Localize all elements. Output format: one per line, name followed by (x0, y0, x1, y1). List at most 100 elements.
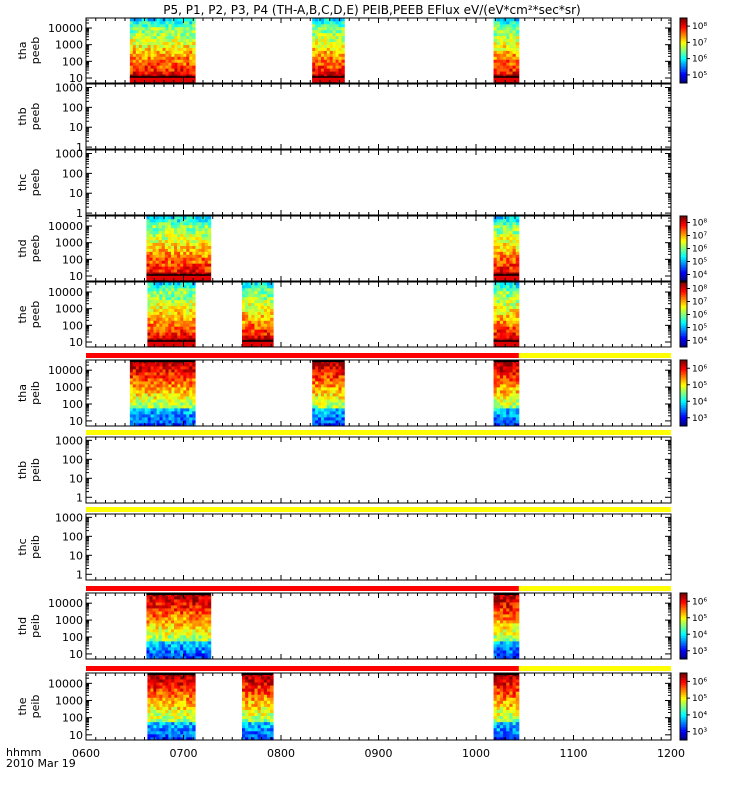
spectrogram-cell (180, 335, 183, 338)
spectrogram-cell (183, 408, 186, 411)
spectrogram-cell (150, 617, 153, 620)
spectrogram-cell (189, 21, 192, 24)
spectrogram-cell (168, 51, 171, 54)
spectrogram-cell (180, 306, 183, 309)
spectrogram-cell (321, 378, 324, 381)
spectrogram-cell (136, 65, 139, 68)
spectrogram-cell (506, 402, 510, 405)
spectrogram-cell (312, 51, 315, 54)
spectrogram-cell (506, 282, 510, 285)
spectrogram-cell (168, 303, 171, 306)
spectrogram-cell (513, 48, 517, 51)
spectrogram-cell (177, 294, 180, 297)
spectrogram-cell (151, 387, 154, 390)
spectrogram-cell (330, 21, 333, 24)
spectrogram-cell (146, 228, 149, 231)
spectrogram-cell (171, 375, 174, 378)
spectrogram-cell (509, 300, 513, 303)
spectrogram-cell (160, 51, 163, 54)
spectrogram-cell (189, 411, 192, 414)
spectrogram-cell (168, 71, 171, 74)
spectrogram-cell (130, 56, 133, 59)
spectrogram-cell (315, 405, 318, 408)
spectrogram-cell (189, 291, 192, 294)
spectrogram-cell (192, 225, 195, 228)
spectrogram-cell (183, 254, 186, 257)
spectrogram-cell (513, 240, 517, 243)
spectrogram-cell (254, 335, 258, 338)
spectrogram-cell (146, 269, 149, 272)
spectrogram-cell (177, 51, 180, 54)
spectrogram-cell (242, 294, 246, 297)
spectrogram-cell (151, 51, 154, 54)
spectrogram-cell (321, 18, 324, 21)
spectrogram-cell (500, 42, 504, 45)
spectrogram-cell (339, 369, 342, 372)
spectrogram-cell (516, 306, 520, 309)
spectrogram-cell (183, 405, 186, 408)
spectrogram-cell (500, 260, 504, 263)
spectrogram-cell (153, 243, 156, 246)
spectrogram-cell (186, 297, 189, 300)
spectrogram-cell (500, 363, 504, 366)
spectrogram-cell (509, 291, 513, 294)
spectrogram-cell (160, 42, 163, 45)
spectrogram-cell (186, 68, 189, 71)
spectrogram-cell (192, 231, 195, 234)
spectrogram-cell (254, 282, 258, 285)
spectrogram-cell (497, 297, 501, 300)
spectrogram-cell (516, 297, 520, 300)
spectrogram-cell (142, 393, 145, 396)
spectrogram-cell (324, 39, 327, 42)
spectrogram-cell (183, 246, 186, 249)
spectrogram-cell (183, 228, 186, 231)
spectrogram-cell (506, 257, 510, 260)
spectrogram-cell (166, 378, 169, 381)
spectrogram-cell (258, 332, 262, 335)
spectrogram-cell (264, 332, 268, 335)
spectrogram-cell (153, 335, 156, 338)
spectrogram-cell (171, 269, 174, 272)
spectrogram-cell (145, 39, 148, 42)
spectrogram-cell (154, 396, 157, 399)
spectrogram-cell (324, 30, 327, 33)
spectrogram-cell (208, 246, 211, 249)
spectrogram-cell (341, 390, 344, 393)
spectrogram-cell (153, 285, 156, 288)
spectrogram-cell (321, 408, 324, 411)
spectrogram-cell (321, 369, 324, 372)
colorbar-label: 10⁶ (692, 364, 707, 374)
spectrogram-cell (148, 18, 151, 21)
spectrogram-cell (142, 372, 145, 375)
spectrogram-cell (186, 390, 189, 393)
spectrogram-cell (148, 48, 151, 51)
spectrogram-cell (166, 375, 169, 378)
spectrogram-cell (154, 402, 157, 405)
spectrogram-cell (254, 309, 258, 312)
spectrogram-cell (330, 45, 333, 48)
spectrogram-cell (500, 303, 504, 306)
spectrogram-cell (157, 393, 160, 396)
spectrogram-cell (160, 366, 163, 369)
spectrogram-cell (159, 332, 162, 335)
spectrogram-cell (157, 62, 160, 65)
spectrogram-cell (261, 320, 265, 323)
spectrogram-cell (136, 378, 139, 381)
spectrogram-cell (516, 219, 520, 222)
spectrogram-cell (248, 300, 252, 303)
spectrogram-cell (192, 384, 195, 387)
spectrogram-cell (192, 234, 195, 237)
spectrogram-cell (165, 306, 168, 309)
spectrogram-cell (180, 405, 183, 408)
spectrogram-cell (133, 56, 136, 59)
spectrogram-cell (174, 375, 177, 378)
spectrogram-cell (324, 21, 327, 24)
spectrogram-cell (171, 405, 174, 408)
spectrogram-cell (330, 408, 333, 411)
spectrogram-cell (142, 62, 145, 65)
spectrogram-cell (174, 303, 177, 306)
spectrogram-cell (503, 42, 507, 45)
spectrogram-cell (494, 387, 498, 390)
spectrogram-cell (186, 366, 189, 369)
